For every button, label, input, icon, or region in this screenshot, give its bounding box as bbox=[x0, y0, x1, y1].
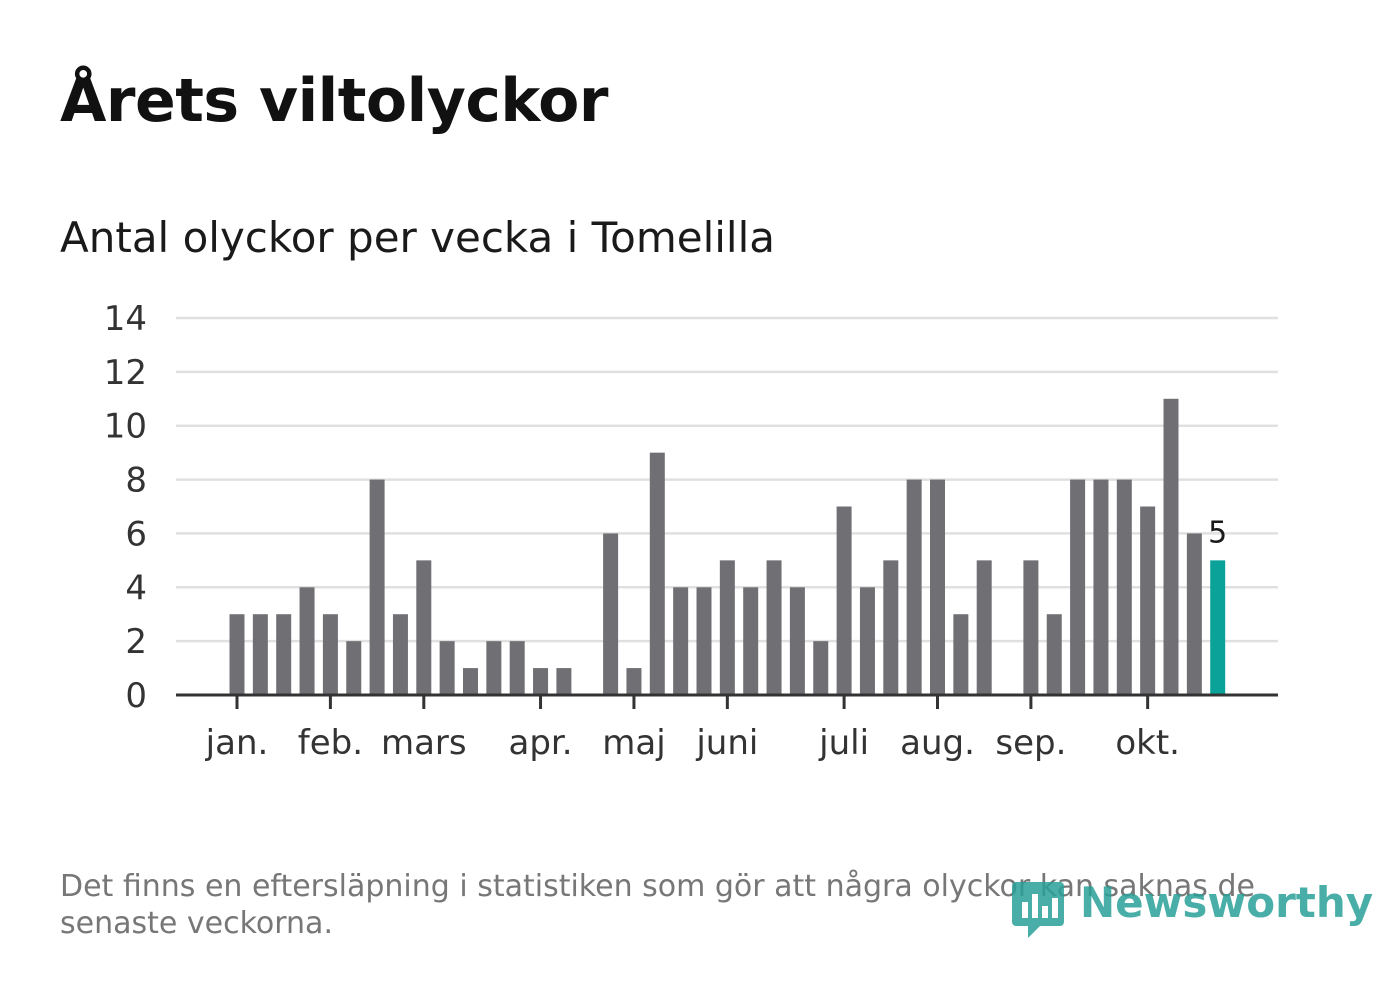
bar bbox=[1023, 560, 1039, 695]
x-tick-label: okt. bbox=[1115, 723, 1180, 763]
bar bbox=[906, 479, 922, 695]
bar bbox=[392, 614, 408, 695]
bar bbox=[1186, 533, 1202, 695]
bar bbox=[1093, 479, 1109, 695]
bar bbox=[1140, 506, 1156, 695]
bar bbox=[696, 587, 712, 695]
x-tick-label: juni bbox=[695, 723, 758, 763]
x-tick-label: aug. bbox=[900, 723, 975, 763]
x-tick-label: jan. bbox=[205, 723, 269, 763]
newsworthy-logo: Newsworthy bbox=[1010, 878, 1373, 942]
bar bbox=[533, 668, 549, 695]
chart-subtitle: Antal olyckor per vecka i Tomelilla bbox=[60, 213, 776, 262]
bar bbox=[369, 479, 385, 695]
x-tick-label: apr. bbox=[509, 723, 573, 763]
bar bbox=[719, 560, 735, 695]
y-tick-label: 10 bbox=[104, 407, 147, 447]
x-tick-label: feb. bbox=[298, 723, 363, 763]
bar bbox=[953, 614, 969, 695]
bar bbox=[626, 668, 642, 695]
bar bbox=[276, 614, 292, 695]
y-tick-label: 14 bbox=[104, 299, 147, 339]
bar bbox=[509, 641, 525, 695]
y-tick-label: 6 bbox=[125, 514, 147, 554]
y-tick-label: 12 bbox=[104, 353, 147, 393]
y-tick-label: 2 bbox=[125, 622, 147, 662]
bar bbox=[883, 560, 899, 695]
bar bbox=[416, 560, 432, 695]
bar bbox=[299, 587, 315, 695]
bar bbox=[486, 641, 502, 695]
brand-name: Newsworthy bbox=[1080, 878, 1374, 927]
bar bbox=[322, 614, 338, 695]
bar bbox=[603, 533, 619, 695]
bar bbox=[743, 587, 759, 695]
bar-chart: 0 2 4 6 8 10 12 14 5 jan. feb. mars apr. maj juni juli a… bbox=[104, 299, 1278, 763]
y-tick-label: 4 bbox=[125, 568, 147, 608]
bar bbox=[1116, 479, 1132, 695]
bar bbox=[859, 587, 875, 695]
bar bbox=[252, 614, 268, 695]
x-tick-label: mars bbox=[381, 723, 467, 763]
bar bbox=[649, 452, 665, 695]
bar bbox=[1163, 398, 1179, 695]
chart-title: Årets viltolyckor bbox=[60, 66, 609, 136]
bar bbox=[346, 641, 362, 695]
bar bbox=[1070, 479, 1086, 695]
axis-labels: 0 2 4 6 8 10 12 14 5 jan. feb. mars apr. maj juni juli a… bbox=[104, 299, 1228, 763]
bar bbox=[976, 560, 992, 695]
bar bbox=[930, 479, 945, 695]
bar bbox=[836, 506, 852, 695]
y-tick-label: 8 bbox=[125, 461, 147, 501]
bar bbox=[813, 641, 829, 695]
highlight-value-label: 5 bbox=[1208, 515, 1227, 550]
x-tick-label: maj bbox=[602, 723, 665, 763]
bar bbox=[229, 614, 245, 695]
newsworthy-logo-icon bbox=[1012, 882, 1064, 938]
bar bbox=[556, 668, 572, 695]
bar bbox=[673, 587, 689, 695]
x-axis bbox=[176, 693, 1278, 709]
bar-highlight bbox=[1210, 560, 1226, 695]
x-tick-label: sep. bbox=[995, 723, 1066, 763]
bar bbox=[789, 587, 805, 695]
bar bbox=[463, 668, 478, 695]
bars bbox=[229, 398, 1226, 695]
y-tick-label: 0 bbox=[125, 676, 147, 716]
bar bbox=[766, 560, 782, 695]
x-tick-label: juli bbox=[818, 723, 869, 763]
bar bbox=[1046, 614, 1062, 695]
bar bbox=[439, 641, 455, 695]
